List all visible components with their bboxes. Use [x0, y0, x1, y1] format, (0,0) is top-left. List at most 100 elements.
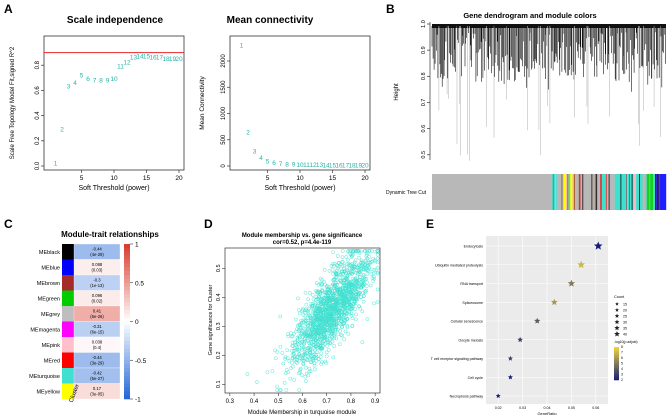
- gene-point: [325, 297, 329, 302]
- gene-point: [354, 312, 358, 317]
- mm-gs-points: [245, 249, 380, 392]
- gene-point: [357, 291, 361, 296]
- gene-point: [333, 298, 337, 303]
- pathway-star: [495, 393, 501, 399]
- power-point-label: 20: [175, 56, 183, 63]
- gene-point: [325, 333, 330, 338]
- legend-count-star: [614, 313, 620, 318]
- module-color-segment: [573, 174, 580, 210]
- gene-point: [363, 259, 368, 263]
- gene-point: [337, 291, 342, 295]
- colorbar-step: [124, 306, 130, 311]
- gene-point: [312, 336, 317, 341]
- x-tick-label: 0.3: [226, 399, 235, 405]
- gene-point: [338, 329, 343, 333]
- colorbar-step: [124, 321, 130, 326]
- pathway-star: [577, 260, 586, 269]
- gene-point: [375, 250, 380, 255]
- gene-point: [312, 352, 317, 357]
- gene-point: [318, 276, 323, 281]
- gene-point: [306, 297, 310, 302]
- gene-point: [344, 293, 349, 298]
- gene-point: [308, 351, 312, 355]
- gene-point: [311, 311, 316, 316]
- pathway-label: T cell receptor signaling pathway: [431, 357, 483, 361]
- gene-point: [331, 250, 335, 255]
- gene-point: [275, 350, 280, 354]
- colorbar-step: [124, 247, 130, 253]
- pathway-star: [550, 298, 558, 306]
- gene-point: [320, 308, 325, 313]
- heatmap-cell-pvalue: (0.02): [92, 299, 104, 304]
- gene-point: [280, 351, 285, 355]
- gene-point: [331, 292, 336, 297]
- gene-point: [278, 344, 283, 349]
- colorbar-step: [124, 267, 130, 272]
- heatmap-cell-pvalue: (0.4): [93, 345, 102, 350]
- mean-connectivity-frame: [229, 35, 371, 171]
- legend-p-step: [614, 359, 619, 362]
- gene-point: [283, 355, 288, 360]
- power-point-label: 7: [279, 161, 283, 168]
- gene-point: [344, 312, 349, 317]
- gene-point: [349, 266, 354, 271]
- legend-p-label: 4: [621, 367, 623, 371]
- x-tick-label: 0.5: [274, 399, 283, 405]
- gene-point: [357, 284, 362, 288]
- gene-point: [338, 272, 343, 277]
- gene-point: [304, 357, 309, 362]
- module-trait-heatmap: Module-trait relationships MEblack-0.44(…: [29, 230, 159, 404]
- gene-point: [255, 380, 259, 384]
- gene-point: [311, 356, 315, 361]
- gene-point: [335, 290, 340, 294]
- gene-point: [375, 287, 380, 292]
- gene-point: [319, 360, 324, 365]
- gene-point: [297, 356, 302, 360]
- gene-point: [313, 367, 317, 372]
- x-tick-label: 10: [296, 175, 304, 182]
- gene-point: [310, 337, 315, 341]
- gene-point: [334, 272, 339, 277]
- y-tick-label: 0.2: [216, 351, 222, 359]
- gene-point: [375, 260, 380, 265]
- module-color-stripe: [552, 174, 554, 210]
- gene-point: [353, 258, 358, 263]
- gene-point: [306, 358, 310, 363]
- gene-point: [314, 297, 318, 302]
- gene-point: [308, 321, 313, 325]
- gene-point: [301, 313, 306, 317]
- y-tick-label: 1500: [221, 80, 227, 94]
- colorbar-step: [124, 278, 130, 284]
- pathway-label: RNA transport: [460, 282, 483, 286]
- colorbar-step: [124, 356, 130, 361]
- pathway-label: Ubiquitin mediated proteolysis: [435, 263, 483, 267]
- power-point-label: 16: [149, 55, 157, 62]
- gene-point: [297, 371, 301, 375]
- gene-point: [320, 282, 324, 286]
- colorbar-step: [124, 329, 130, 334]
- gene-point: [318, 282, 323, 286]
- gene-point: [341, 272, 345, 276]
- legend-p-step: [614, 363, 619, 366]
- gene-point: [348, 303, 353, 307]
- gene-point: [369, 267, 374, 272]
- gene-point: [347, 297, 352, 302]
- power-point-label: 4: [259, 155, 263, 162]
- y-tick-label: 0.7: [421, 99, 427, 107]
- module-color-segment: [614, 174, 635, 210]
- legend-count-star: [614, 319, 620, 325]
- gene-point: [303, 351, 308, 355]
- gene-point: [375, 265, 380, 270]
- module-color-swatch: [62, 337, 74, 353]
- legend-count-title: Count: [614, 295, 625, 299]
- gene-point: [375, 252, 380, 257]
- gene-point: [294, 360, 298, 364]
- gene-point: [344, 315, 348, 319]
- gene-point: [310, 306, 315, 310]
- power-point-label: 2: [246, 129, 250, 136]
- power-point-label: 17: [342, 162, 350, 169]
- gene-point: [316, 342, 320, 347]
- legend-p-step: [614, 362, 619, 364]
- gene-point: [308, 346, 312, 351]
- gene-point: [343, 306, 347, 311]
